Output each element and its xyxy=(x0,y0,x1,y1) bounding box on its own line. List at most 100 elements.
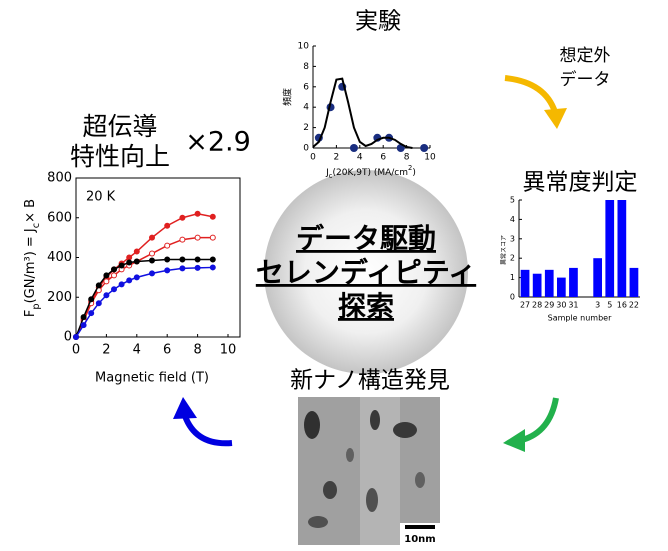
heading: 実験 xyxy=(355,9,401,35)
axis-label-part: × B xyxy=(23,199,38,223)
heading: データ xyxy=(560,69,611,90)
fit-line xyxy=(312,77,413,149)
x-tick-label: 4 xyxy=(357,153,363,163)
point xyxy=(149,257,155,264)
point xyxy=(118,262,125,269)
point xyxy=(209,213,216,220)
x-tick-label: 10 xyxy=(424,153,436,163)
point xyxy=(194,256,201,263)
bar xyxy=(544,269,554,297)
point xyxy=(179,214,186,221)
point xyxy=(111,266,117,273)
y-axis-label: 異常スコア xyxy=(500,235,508,265)
point xyxy=(164,242,171,249)
point xyxy=(126,254,133,261)
point xyxy=(149,270,155,277)
factor: ×2.9 xyxy=(185,127,251,158)
center-text: セレンディピティ xyxy=(256,256,476,289)
center-circle xyxy=(264,170,468,374)
x-tick-label: 2 xyxy=(334,153,340,163)
axis-label-part: c xyxy=(31,223,42,228)
axis-label-part: c xyxy=(329,172,333,180)
point xyxy=(111,286,117,293)
point xyxy=(103,292,110,299)
axis-label-part: 2 xyxy=(408,164,412,172)
point xyxy=(126,277,133,284)
x-tick-label: 29 xyxy=(544,301,554,310)
bar xyxy=(520,269,530,297)
point xyxy=(194,234,201,241)
point xyxy=(133,248,140,255)
x-tick-label: 16 xyxy=(617,301,627,310)
bar xyxy=(617,200,627,297)
y-tick-label: 1 xyxy=(510,273,515,282)
bar xyxy=(569,267,578,297)
y-tick-label: 4 xyxy=(303,103,309,113)
y-tick-label: 600 xyxy=(47,210,72,225)
point xyxy=(126,259,133,266)
heading: 新ナノ構造発見 xyxy=(290,368,450,394)
point xyxy=(118,281,125,288)
x-tick-label: 6 xyxy=(163,343,171,358)
y-tick-label: 2 xyxy=(303,123,309,133)
point xyxy=(80,322,87,329)
scale-bar-label: 10nm xyxy=(404,534,435,545)
point xyxy=(149,250,155,257)
heading: 超伝導 xyxy=(82,112,157,141)
x-tick-label: 5 xyxy=(607,301,612,310)
point xyxy=(103,278,110,285)
bar xyxy=(593,258,603,297)
bar xyxy=(629,267,639,297)
axis-label-part: J xyxy=(325,168,329,178)
bar xyxy=(532,273,542,297)
x-tick-label: 8 xyxy=(193,343,201,358)
axis-label-part: (GN/m³) = J xyxy=(23,228,38,303)
x-tick-label: 27 xyxy=(520,301,530,310)
point xyxy=(111,272,117,279)
bar xyxy=(556,277,566,297)
y-tick-label: 3 xyxy=(510,234,515,243)
point xyxy=(133,274,140,281)
center-text: データ駆動 xyxy=(296,222,436,255)
y-axis-label: 頻度 xyxy=(282,88,294,106)
point xyxy=(179,265,186,272)
x-axis-label: Magnetic field (T) xyxy=(95,371,209,386)
y-tick-label: 0 xyxy=(64,330,72,345)
axis-label-part: ) xyxy=(412,168,416,178)
x-tick-label: 31 xyxy=(568,301,578,310)
x-axis-label: Sample number xyxy=(548,314,612,323)
point xyxy=(103,272,110,279)
x-tick-label: 3 xyxy=(595,301,600,310)
axis-label: Fp(GN/m³) = Jc× B xyxy=(23,199,42,317)
point xyxy=(149,234,155,241)
center-text: 探索 xyxy=(338,290,394,323)
point xyxy=(95,282,102,289)
axis-label-part: F xyxy=(23,310,38,317)
series-line xyxy=(75,258,213,338)
y-tick-label: 6 xyxy=(303,82,309,92)
point xyxy=(73,334,79,340)
point xyxy=(164,267,171,274)
x-tick-label: 28 xyxy=(532,301,542,310)
heading: 想定外 xyxy=(560,46,611,66)
x-tick-label: 30 xyxy=(556,301,566,310)
point xyxy=(194,210,201,217)
x-tick-label: 0 xyxy=(310,153,316,163)
point xyxy=(179,236,186,243)
tem-image xyxy=(298,397,440,545)
arrows xyxy=(173,75,567,452)
point xyxy=(133,258,140,265)
y-tick-label: 800 xyxy=(47,171,72,186)
point xyxy=(179,256,186,263)
bar xyxy=(605,200,615,297)
point xyxy=(88,310,95,317)
y-tick-label: 5 xyxy=(510,196,515,205)
point xyxy=(164,256,171,263)
point xyxy=(164,222,171,229)
x-tick-label: 6 xyxy=(380,153,386,163)
x-tick-label: 10 xyxy=(220,343,237,358)
y-tick-label: 200 xyxy=(47,290,72,305)
heading: 特性向上 xyxy=(70,142,170,171)
point xyxy=(209,264,216,271)
